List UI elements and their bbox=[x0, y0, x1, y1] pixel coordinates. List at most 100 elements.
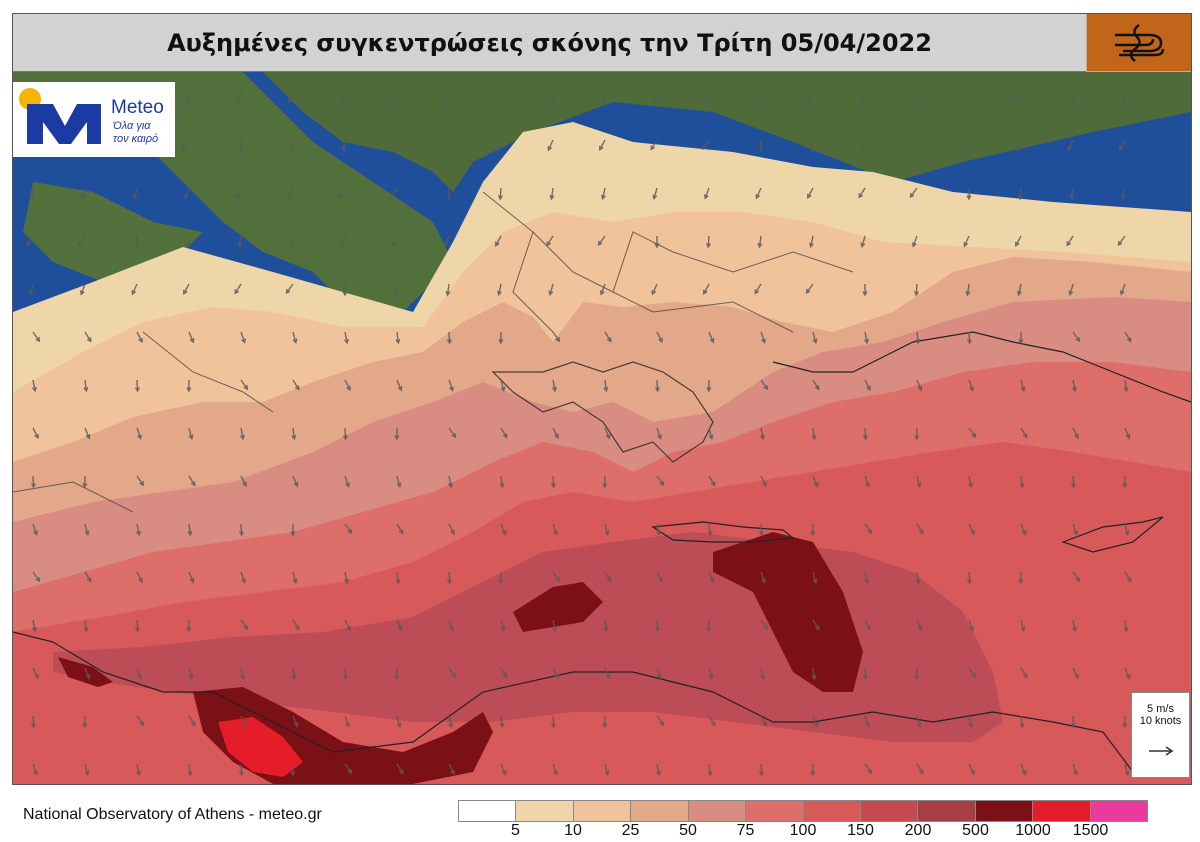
wind-arrow-head bbox=[340, 242, 346, 249]
wind-arrow-head bbox=[80, 194, 86, 201]
wind-arrow-head bbox=[916, 482, 922, 489]
wind-arrow-head bbox=[554, 433, 559, 440]
wind-arrow bbox=[84, 427, 90, 439]
wind-arrow-head bbox=[396, 482, 402, 489]
wind-arrow bbox=[547, 139, 554, 151]
wind-arrow bbox=[968, 667, 976, 678]
wind-arrow bbox=[708, 475, 716, 486]
wind-arrow-head bbox=[392, 146, 398, 153]
wind-arrow bbox=[136, 571, 143, 583]
wind-arrow-head bbox=[242, 721, 247, 728]
wind-arrow-head bbox=[756, 98, 762, 105]
wind-arrow-head bbox=[235, 194, 241, 200]
wind-arrow-head bbox=[605, 674, 611, 680]
wind-arrow-head bbox=[915, 578, 921, 585]
wind-arrow-head bbox=[77, 240, 83, 247]
wind-arrow-head bbox=[807, 193, 812, 199]
wind-arrow-head bbox=[553, 530, 558, 536]
wind-arrow-head bbox=[1020, 626, 1026, 633]
colorbar-swatch bbox=[630, 800, 688, 822]
wind-arrow-head bbox=[813, 482, 819, 488]
wind-arrow-head bbox=[395, 578, 401, 585]
wind-arrow bbox=[188, 523, 191, 535]
wind-arrow-head bbox=[341, 146, 347, 153]
wind-arrow-head bbox=[30, 723, 36, 729]
colorbar-label: 500 bbox=[962, 822, 989, 839]
map-frame: Αυξημένες συγκεντρώσεις σκόνης την Τρίτη… bbox=[12, 13, 1192, 785]
wind-arrow bbox=[499, 187, 502, 200]
border-lines bbox=[13, 191, 854, 513]
wind-arrow-head bbox=[759, 674, 765, 681]
wind-arrow bbox=[704, 187, 710, 199]
wind-arrow-head bbox=[967, 482, 973, 489]
wind-arrow-head bbox=[1021, 530, 1027, 536]
wind-arrow-head bbox=[1013, 96, 1019, 103]
wind-arrow-head bbox=[293, 482, 299, 488]
wind-arrow bbox=[30, 187, 34, 199]
wind-arrow bbox=[656, 619, 659, 632]
wind-arrow bbox=[448, 523, 455, 535]
wind-arrow-head bbox=[651, 290, 657, 296]
wind-arrow-head bbox=[190, 481, 196, 487]
logo-tagline-line2: τον καιρό bbox=[113, 133, 159, 145]
wind-arrow bbox=[389, 187, 398, 198]
wind-arrow-head bbox=[500, 386, 506, 393]
wind-arrow-head bbox=[866, 625, 871, 632]
wind-arrow-head bbox=[553, 770, 558, 776]
wind-arrow-head bbox=[138, 577, 143, 584]
wind-arrow-head bbox=[707, 770, 713, 777]
wind-arrow-head bbox=[604, 530, 610, 537]
wind-arrow bbox=[445, 139, 450, 151]
wind-arrow-head bbox=[294, 385, 300, 391]
weather-symbol-icon bbox=[1087, 14, 1191, 71]
colorbar-label: 150 bbox=[847, 822, 874, 839]
wind-arrow bbox=[240, 523, 243, 536]
wind-arrow bbox=[1015, 235, 1022, 247]
wind-arrow bbox=[912, 235, 918, 247]
wind-arrow bbox=[240, 571, 246, 583]
wind-arrow bbox=[187, 235, 190, 248]
wind-arrow-head bbox=[1070, 723, 1076, 729]
wind-arrow-head bbox=[915, 338, 921, 345]
wind-arrow-head bbox=[495, 241, 500, 247]
wind-arrow-head bbox=[808, 242, 814, 249]
wind-arrow-head bbox=[493, 96, 499, 103]
wind-arrow-head bbox=[549, 194, 555, 201]
wind-arrow-head bbox=[33, 530, 38, 536]
wind-arrow-head bbox=[241, 578, 246, 584]
wind-arrow-head bbox=[502, 673, 508, 679]
wind-arrow bbox=[291, 139, 294, 152]
wind-arrow bbox=[604, 427, 610, 439]
colorbar-swatch bbox=[687, 800, 746, 822]
wind-arrow bbox=[760, 715, 767, 727]
wind-arrow bbox=[864, 379, 871, 391]
wind-arrow bbox=[344, 475, 350, 487]
wind-arrow-head bbox=[601, 99, 607, 105]
wind-arrow-head bbox=[1015, 146, 1021, 152]
wind-arrow bbox=[292, 331, 297, 343]
wind-arrow-head bbox=[654, 627, 660, 633]
colorbar-swatch bbox=[802, 800, 860, 822]
wind-arrow bbox=[32, 715, 35, 728]
wind-arrow-head bbox=[82, 483, 88, 489]
wind-arrow-head bbox=[859, 98, 865, 104]
wind-arrow-head bbox=[393, 291, 399, 297]
wind-arrow bbox=[653, 187, 658, 199]
wind-arrow bbox=[968, 619, 974, 631]
colorbar-label: 200 bbox=[904, 822, 932, 839]
wind-arrow-head bbox=[293, 722, 299, 728]
wind-arrow-head bbox=[185, 243, 191, 249]
wind-arrow bbox=[237, 91, 242, 103]
wind-arrow-head bbox=[187, 770, 193, 777]
wind-arrow bbox=[754, 283, 762, 294]
wind-arrow bbox=[656, 571, 663, 583]
wind-arrow-head bbox=[860, 242, 866, 249]
wind-arrow-head bbox=[339, 98, 345, 104]
wind-arrow bbox=[760, 379, 768, 390]
wind-arrow bbox=[448, 715, 452, 727]
wind-arrow bbox=[808, 91, 814, 103]
wind-arrow-head bbox=[34, 673, 39, 680]
wind-arrow-head bbox=[234, 289, 240, 295]
arrow-right-icon bbox=[1148, 746, 1173, 756]
wind-arrow-head bbox=[450, 769, 455, 776]
